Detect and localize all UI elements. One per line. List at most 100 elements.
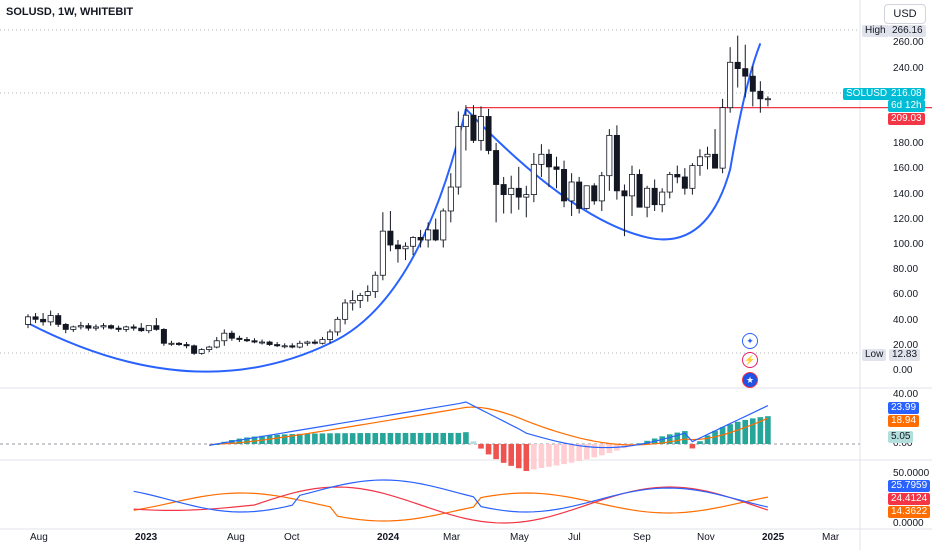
macd-histogram-bar: [734, 421, 741, 444]
macd-histogram-bar: [327, 433, 333, 444]
candle-body: [387, 230, 394, 246]
price-tick-label: 140.00: [893, 188, 924, 200]
macd-histogram-bar: [508, 444, 514, 466]
candle-body: [160, 329, 167, 344]
macd-histogram-bar: [304, 433, 311, 444]
dmi-tick-zero: 0.0000: [893, 518, 924, 529]
macd-histogram-bar: [712, 430, 718, 444]
candle-body: [281, 345, 288, 348]
macd-histogram-bar: [470, 441, 477, 444]
price-tick-label: 80.00: [893, 264, 919, 276]
adx-line: [133, 486, 769, 524]
macd-histogram-bar: [636, 443, 643, 444]
price-tick-label: 240.00: [893, 62, 924, 74]
candle-body: [123, 326, 130, 330]
candle-body: [349, 300, 356, 304]
macd-histogram-bar: [289, 434, 296, 444]
macd-histogram-bar: [417, 432, 424, 444]
candle-body: [485, 116, 492, 151]
dividend-event-icon[interactable]: ✦: [742, 333, 758, 349]
price-tick-label: 60.00: [893, 289, 919, 301]
macd-histogram-bar: [236, 438, 243, 444]
candle-body: [515, 187, 522, 198]
macd-histogram-bar: [757, 417, 764, 444]
macd-histogram-bar: [274, 434, 280, 444]
candle-body: [168, 342, 175, 345]
candle-body: [644, 187, 651, 208]
flag-event-icon[interactable]: ★: [742, 372, 758, 388]
time-tick-label: Jul: [568, 532, 581, 543]
candle-body: [153, 325, 160, 330]
candle-body: [175, 342, 182, 345]
di-plus-tag: 25.7959: [888, 480, 931, 492]
candle-body: [266, 341, 273, 345]
macd-histogram-bar: [281, 434, 288, 444]
candle-body: [372, 274, 379, 293]
candle-body: [357, 294, 364, 301]
candle-body: [183, 344, 190, 347]
candle-body: [319, 339, 326, 344]
macd-histogram-bar: [727, 424, 733, 444]
candle-body: [447, 186, 454, 212]
candle-body: [206, 346, 213, 350]
candle-body: [259, 341, 266, 344]
candle-body: [379, 230, 386, 276]
macd-value-tag: 23.99: [888, 402, 920, 414]
candle-body: [236, 337, 243, 340]
candle-body: [108, 325, 115, 329]
time-tick-label: Oct: [284, 532, 300, 543]
macd-histogram-bar: [364, 433, 371, 444]
macd-histogram-bar: [546, 444, 552, 467]
macd-histogram-bar: [387, 432, 394, 444]
macd-histogram-bar: [689, 444, 696, 449]
candle-body: [304, 341, 311, 344]
candle-body: [92, 326, 99, 329]
candle-body: [296, 342, 303, 348]
time-tick-label: Sep: [633, 532, 651, 543]
low-value-tag: 12.83: [889, 349, 921, 361]
histogram-value-tag: 5.05: [888, 431, 914, 443]
time-tick-label: Aug: [227, 532, 245, 543]
lightning-event-icon[interactable]: ⚡: [742, 352, 758, 368]
candle-body: [749, 75, 756, 92]
candle-body: [636, 174, 643, 208]
candle-body: [145, 325, 152, 332]
candle-body: [40, 318, 47, 323]
candle-body: [24, 316, 31, 325]
macd-histogram-bar: [448, 432, 454, 444]
candle-body: [342, 302, 349, 320]
candle-body: [394, 244, 401, 250]
macd-histogram-bar: [244, 437, 250, 444]
candle-body: [598, 175, 605, 202]
time-tick-label: Mar: [443, 532, 461, 543]
candle-body: [364, 291, 371, 296]
candle-body: [70, 326, 77, 330]
high-value-tag: 266.16: [889, 25, 926, 37]
candle-body: [243, 339, 250, 342]
time-tick-label: Nov: [697, 532, 715, 543]
candle-body: [198, 349, 205, 354]
macd-histogram-bar: [357, 433, 363, 444]
macd-histogram-bar: [425, 432, 431, 444]
candle-body: [100, 325, 107, 328]
dmi-tick-top: 50.0000: [893, 468, 930, 479]
macd-histogram-bar: [553, 444, 560, 466]
macd-histogram-bar: [440, 432, 447, 444]
candle-body: [493, 150, 500, 185]
macd-histogram-bar: [485, 444, 492, 455]
macd-histogram-bar: [463, 432, 469, 444]
currency-button[interactable]: USD: [884, 4, 926, 24]
macd-histogram-bar: [410, 432, 416, 444]
time-tick-label: May: [510, 532, 529, 543]
candle-body: [704, 153, 711, 158]
candle-body: [719, 107, 726, 169]
candle-body: [221, 332, 228, 342]
candle-body: [32, 316, 39, 320]
candle-body: [561, 168, 568, 202]
countdown-tag: 6d 12h: [888, 100, 925, 112]
price-tick-label: 180.00: [893, 138, 924, 150]
price-tick-label: 160.00: [893, 163, 924, 175]
signal-value-tag: 18.94: [888, 415, 920, 427]
macd-tick-top: 40.00: [893, 389, 919, 400]
